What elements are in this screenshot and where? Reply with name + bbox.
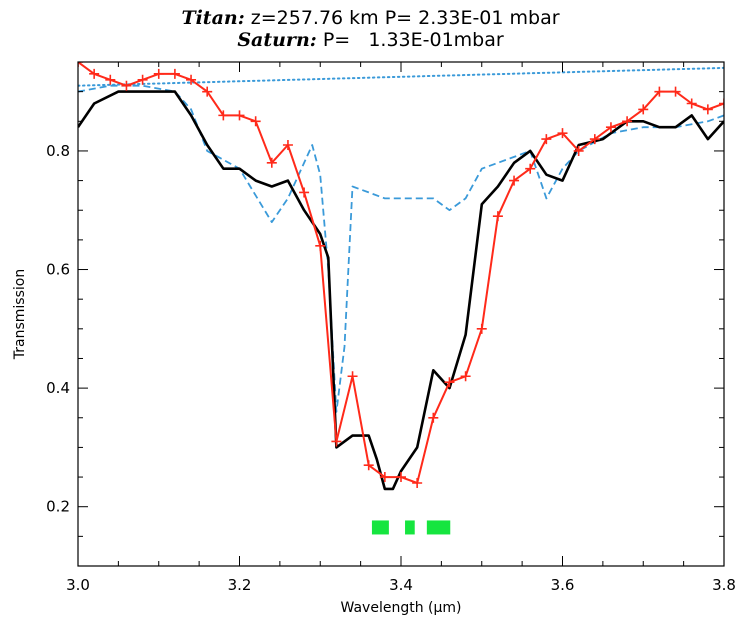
series-2-marker xyxy=(509,175,520,186)
title-titan-params: z=257.76 km P= 2.33E-01 mbar xyxy=(244,7,560,29)
y-tick-label: 0.2 xyxy=(46,498,70,516)
highlight-band-2 xyxy=(405,520,415,535)
chart-title-line-1: Titan: z=257.76 km P= 2.33E-01 mbar xyxy=(0,8,741,28)
series-2-marker xyxy=(525,163,536,174)
series-2-marker xyxy=(331,436,342,447)
series-2-marker xyxy=(282,140,293,151)
x-axis-label: Wavelength (µm) xyxy=(341,600,462,616)
series-2-marker xyxy=(347,371,358,382)
y-tick-label: 0.6 xyxy=(46,261,70,279)
series-2-marker xyxy=(412,477,423,488)
series-2-marker xyxy=(299,187,310,198)
x-tick-label: 3.6 xyxy=(551,576,575,594)
series-2-marker xyxy=(686,98,697,109)
series-line-1 xyxy=(78,90,724,491)
series-2-marker xyxy=(315,240,326,251)
series-2-marker xyxy=(670,86,681,97)
series-2-marker xyxy=(186,74,197,85)
highlight-band-3 xyxy=(426,520,451,535)
series-2-marker xyxy=(444,377,455,388)
x-tick-label: 3.4 xyxy=(389,576,413,594)
series-2-marker xyxy=(605,122,616,133)
series-2-marker xyxy=(266,157,277,168)
series-2-marker xyxy=(460,371,471,382)
series-2-marker xyxy=(622,116,633,127)
series-2-marker xyxy=(492,211,503,222)
y-tick-label: 0.8 xyxy=(46,142,70,160)
y-axis-label: Transmission xyxy=(12,269,28,360)
y-tick-label: 0.4 xyxy=(46,379,70,397)
series-group xyxy=(78,62,724,535)
x-tick-label: 3.8 xyxy=(712,576,736,594)
series-line-3 xyxy=(78,84,724,413)
series-2-marker xyxy=(137,74,148,85)
series-2-marker xyxy=(250,116,261,127)
series-2-marker xyxy=(557,128,568,139)
series-2-marker xyxy=(573,145,584,156)
series-2-marker xyxy=(379,472,390,483)
axis-ticks: 3.0 3.2 3.4 3.6 3.8 0.2 0.4 0.6 0.8 xyxy=(46,61,736,594)
series-2-marker xyxy=(234,110,245,121)
plot-frame xyxy=(77,61,725,567)
series-2-marker xyxy=(89,68,100,79)
title-object-saturn: Saturn: xyxy=(237,29,317,51)
series-2-marker xyxy=(589,134,600,145)
series-2-marker xyxy=(105,74,116,85)
plot-area xyxy=(78,62,724,535)
title-saturn-params: P= 1.33E-01mbar xyxy=(316,29,504,51)
series-2-marker xyxy=(396,472,406,483)
chart-title-line-2: Saturn: P= 1.33E-01mbar xyxy=(0,30,741,50)
series-2-marker xyxy=(153,68,164,79)
series-2-marker xyxy=(218,110,229,121)
series-2-marker xyxy=(702,104,713,115)
series-2-marker xyxy=(363,460,374,471)
series-2-marker xyxy=(476,323,487,334)
series-2-marker xyxy=(202,86,213,97)
series-2-marker xyxy=(541,134,552,145)
title-object-titan: Titan: xyxy=(181,7,245,29)
highlight-band-1 xyxy=(371,520,389,535)
x-tick-label: 3.0 xyxy=(66,576,90,594)
series-2-marker xyxy=(428,412,439,423)
series-2-marker xyxy=(169,68,180,79)
series-2-marker xyxy=(654,86,665,97)
series-2-marker xyxy=(638,104,649,115)
series-2-marker xyxy=(719,98,724,109)
x-tick-label: 3.2 xyxy=(228,576,252,594)
series-2-marker xyxy=(121,80,132,91)
